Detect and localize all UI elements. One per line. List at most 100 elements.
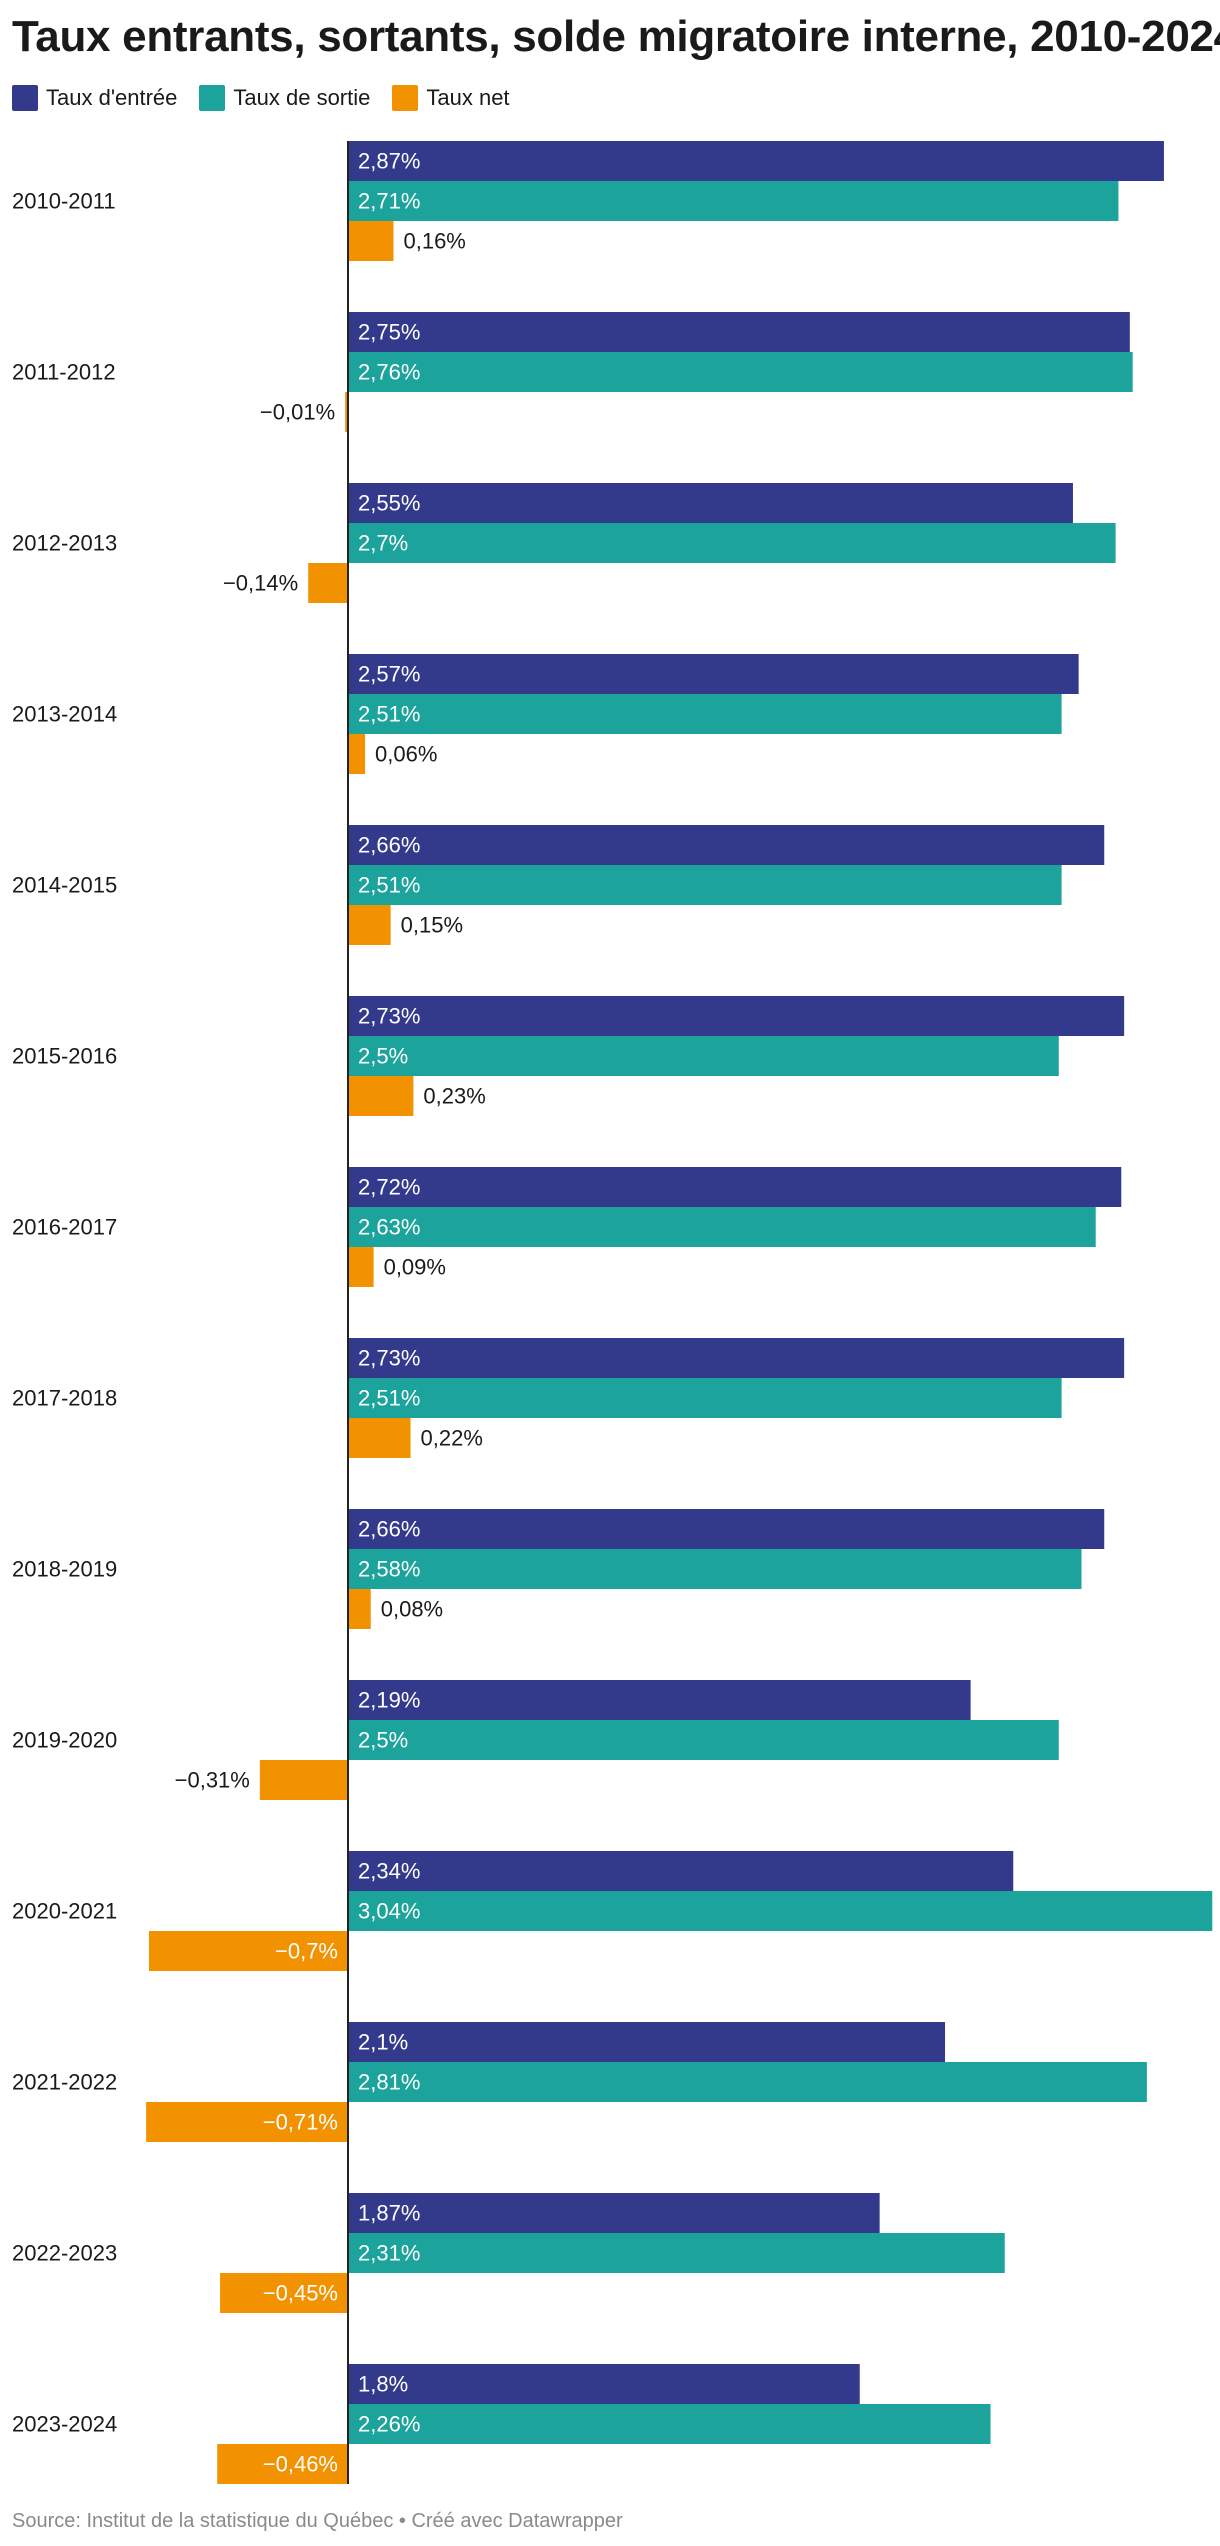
bar-net	[348, 1076, 414, 1116]
bar-sortie	[348, 2233, 1005, 2273]
data-label-sortie: 2,63%	[358, 1215, 420, 1240]
category-label: 2020-2021	[12, 1899, 117, 1924]
bar-entree	[348, 312, 1130, 352]
data-label-net: −0,31%	[175, 1768, 250, 1793]
data-label-entree: 1,8%	[358, 2372, 408, 2397]
data-label-entree: 2,57%	[358, 662, 420, 687]
data-label-entree: 2,87%	[358, 149, 420, 174]
legend-label-net: Taux net	[426, 85, 510, 110]
data-label-entree: 1,87%	[358, 2201, 420, 2226]
bar-net	[348, 221, 394, 261]
category-label: 2015-2016	[12, 1044, 117, 1069]
bar-sortie	[348, 1378, 1062, 1418]
bar-net	[348, 905, 391, 945]
category-label: 2012-2013	[12, 531, 117, 556]
bar-entree	[348, 2022, 946, 2062]
bar-sortie	[348, 1036, 1059, 1076]
bar-sortie	[348, 1549, 1082, 1589]
bar-entree	[348, 1680, 971, 1720]
bar-entree	[348, 2193, 880, 2233]
legend-item-net: Taux net	[392, 84, 510, 112]
bar-net	[220, 2273, 348, 2313]
data-label-net: 0,15%	[401, 913, 463, 938]
data-label-entree: 2,1%	[358, 2030, 408, 2055]
source-note: Source: Institut de la statistique du Qu…	[12, 2510, 623, 2532]
category-label: 2019-2020	[12, 1728, 117, 1753]
legend-swatch-net	[392, 85, 419, 111]
data-label-sortie: 3,04%	[358, 1899, 420, 1924]
data-label-entree: 2,55%	[358, 491, 420, 516]
bar-net	[308, 563, 348, 603]
data-label-sortie: 2,31%	[358, 2241, 420, 2266]
bar-net	[348, 734, 366, 774]
category-label: 2010-2011	[12, 189, 116, 214]
data-label-net: 0,23%	[423, 1084, 485, 1109]
data-label-net: 0,08%	[381, 1597, 443, 1622]
data-label-entree: 2,75%	[358, 320, 420, 345]
legend-item-entree: Taux d'entrée	[12, 84, 177, 112]
bar-net	[146, 2102, 348, 2142]
data-label-net: 0,09%	[384, 1255, 446, 1280]
data-label-net: −0,01%	[260, 400, 335, 425]
legend-label-sortie: Taux de sortie	[233, 85, 371, 110]
bar-net	[348, 1247, 374, 1287]
bar-entree	[348, 2364, 860, 2404]
bar-sortie	[348, 1207, 1096, 1247]
data-label-sortie: 2,51%	[358, 1386, 420, 1411]
data-label-sortie: 2,58%	[358, 1557, 420, 1582]
data-label-net: −0,14%	[223, 571, 298, 596]
category-label: 2018-2019	[12, 1557, 117, 1582]
data-label-sortie: 2,51%	[358, 702, 420, 727]
data-label-net: −0,46%	[263, 2452, 338, 2477]
bar-sortie	[348, 1720, 1059, 1760]
data-label-entree: 2,73%	[358, 1346, 420, 1371]
bar-entree	[348, 996, 1125, 1036]
bar-entree	[348, 1167, 1122, 1207]
bar-entree	[348, 1338, 1125, 1378]
data-label-sortie: 2,76%	[358, 360, 420, 385]
data-label-net: 0,16%	[403, 229, 465, 254]
legend-item-sortie: Taux de sortie	[199, 84, 370, 112]
category-label: 2022-2023	[12, 2241, 117, 2266]
data-label-sortie: 2,81%	[358, 2070, 420, 2095]
category-label: 2021-2022	[12, 2070, 117, 2095]
bar-entree	[348, 825, 1105, 865]
data-label-sortie: 2,71%	[358, 189, 420, 214]
data-label-entree: 2,66%	[358, 833, 420, 858]
category-label: 2016-2017	[12, 1215, 117, 1240]
legend-swatch-sortie	[199, 85, 226, 111]
category-label: 2023-2024	[12, 2412, 117, 2437]
data-label-net: −0,45%	[263, 2281, 338, 2306]
data-label-entree: 2,73%	[358, 1004, 420, 1029]
bar-sortie	[348, 352, 1133, 392]
bar-entree	[348, 141, 1164, 181]
category-label: 2011-2012	[12, 360, 116, 385]
data-label-entree: 2,34%	[358, 1859, 420, 1884]
bar-entree	[348, 1851, 1014, 1891]
bar-net	[148, 1931, 348, 1971]
bar-sortie	[348, 2062, 1147, 2102]
bar-sortie	[348, 2404, 991, 2444]
chart-title: Taux entrants, sortants, solde migratoir…	[12, 12, 1220, 61]
data-label-sortie: 2,7%	[358, 531, 408, 556]
data-label-entree: 2,72%	[358, 1175, 420, 1200]
bar-entree	[348, 1509, 1105, 1549]
bar-sortie	[348, 523, 1116, 563]
data-label-entree: 2,19%	[358, 1688, 420, 1713]
data-label-net: −0,7%	[275, 1939, 338, 1964]
bar-net	[348, 1418, 411, 1458]
bar-net	[345, 392, 348, 432]
category-label: 2017-2018	[12, 1386, 117, 1411]
data-label-sortie: 2,51%	[358, 873, 420, 898]
category-label: 2013-2014	[12, 702, 117, 727]
bar-sortie	[348, 181, 1119, 221]
bar-net	[217, 2444, 348, 2484]
data-label-sortie: 2,5%	[358, 1044, 408, 1069]
bar-sortie	[348, 694, 1062, 734]
bar-net	[259, 1760, 348, 1800]
data-label-net: −0,71%	[263, 2110, 338, 2135]
data-label-net: 0,06%	[375, 742, 437, 767]
category-label: 2014-2015	[12, 873, 117, 898]
bar-net	[348, 1589, 371, 1629]
